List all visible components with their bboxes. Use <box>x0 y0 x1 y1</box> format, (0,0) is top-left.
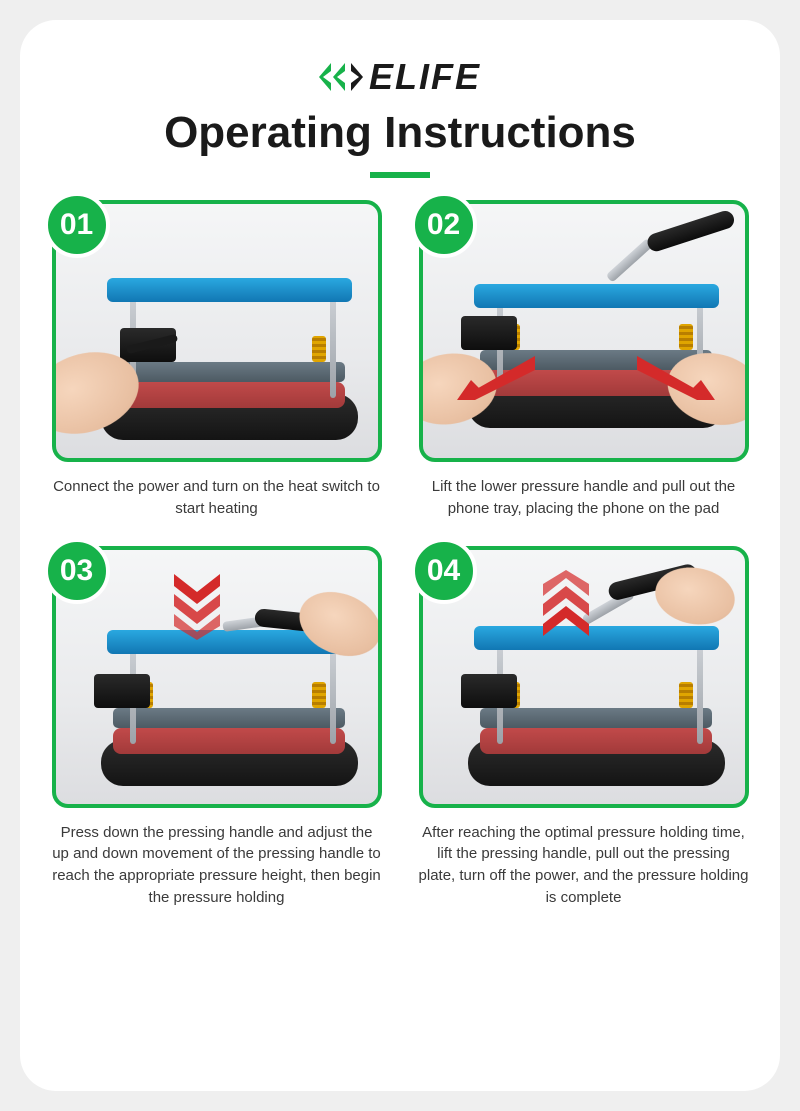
step-badge: 03 <box>44 538 110 604</box>
instruction-card: ELIFE Operating Instructions 01 <box>20 20 780 1091</box>
step-01: 01 Connect the power and turn on the <box>50 200 383 520</box>
step-04-image: 04 <box>419 546 749 808</box>
title-underline <box>370 172 430 178</box>
step-01-caption: Connect the power and turn on the heat s… <box>52 476 382 520</box>
steps-grid: 01 Connect the power and turn on the <box>50 200 750 909</box>
step-02: 02 <box>417 200 750 520</box>
step-01-image: 01 <box>52 200 382 462</box>
chevron-up-icon <box>543 570 589 636</box>
brand-logo: ELIFE <box>319 56 481 98</box>
step-02-caption: Lift the lower pressure handle and pull … <box>419 476 749 520</box>
step-badge: 01 <box>44 192 110 258</box>
step-03-image: 03 <box>52 546 382 808</box>
page-title: Operating Instructions <box>164 108 636 158</box>
chevron-down-icon <box>174 574 220 640</box>
step-badge: 04 <box>411 538 477 604</box>
brand-name: ELIFE <box>369 56 481 98</box>
step-04-caption: After reaching the optimal pressure hold… <box>419 822 749 909</box>
arrow-outward-icon <box>457 356 535 400</box>
step-03-caption: Press down the pressing handle and adjus… <box>52 822 382 909</box>
step-03: 03 <box>50 546 383 909</box>
step-04: 04 <box>417 546 750 909</box>
arrow-outward-icon <box>637 356 715 400</box>
logo-chevrons-icon <box>319 59 363 95</box>
step-02-image: 02 <box>419 200 749 462</box>
step-badge: 02 <box>411 192 477 258</box>
